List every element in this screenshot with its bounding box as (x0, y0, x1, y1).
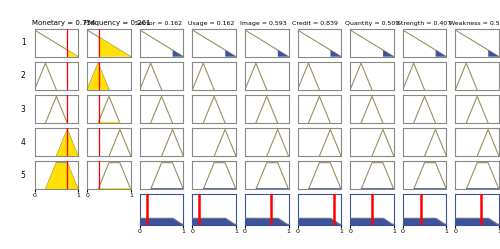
Polygon shape (414, 188, 446, 189)
Polygon shape (98, 37, 131, 57)
Polygon shape (68, 50, 78, 57)
Text: Quantity = 0.509: Quantity = 0.509 (344, 21, 399, 26)
Polygon shape (204, 188, 236, 189)
Text: 5: 5 (20, 171, 25, 180)
Polygon shape (256, 188, 288, 189)
Text: Monetary = 0.754: Monetary = 0.754 (32, 20, 95, 26)
Text: Weakness = 0.593: Weakness = 0.593 (449, 21, 500, 26)
Text: Frequency = 0.261: Frequency = 0.261 (84, 20, 150, 26)
Polygon shape (56, 130, 78, 156)
Polygon shape (383, 50, 394, 57)
Polygon shape (466, 188, 499, 189)
Text: 1: 1 (21, 38, 25, 47)
Polygon shape (172, 50, 184, 57)
Polygon shape (98, 188, 131, 189)
Text: 2: 2 (21, 71, 25, 80)
Polygon shape (46, 163, 78, 189)
Text: Strength = 0.407: Strength = 0.407 (397, 21, 451, 26)
Polygon shape (226, 50, 236, 57)
Polygon shape (150, 188, 184, 189)
Polygon shape (488, 50, 499, 57)
Text: Sector = 0.162: Sector = 0.162 (136, 21, 182, 26)
Polygon shape (98, 122, 120, 123)
Text: Credit = 0.839: Credit = 0.839 (292, 21, 339, 26)
Text: Image = 0.593: Image = 0.593 (240, 21, 286, 26)
Text: 3: 3 (20, 105, 25, 114)
Polygon shape (330, 50, 341, 57)
Polygon shape (308, 188, 341, 189)
Polygon shape (436, 50, 446, 57)
Polygon shape (87, 64, 109, 90)
Polygon shape (361, 188, 394, 189)
Text: Usage = 0.162: Usage = 0.162 (188, 21, 234, 26)
Polygon shape (278, 50, 288, 57)
Text: 4: 4 (20, 138, 25, 147)
